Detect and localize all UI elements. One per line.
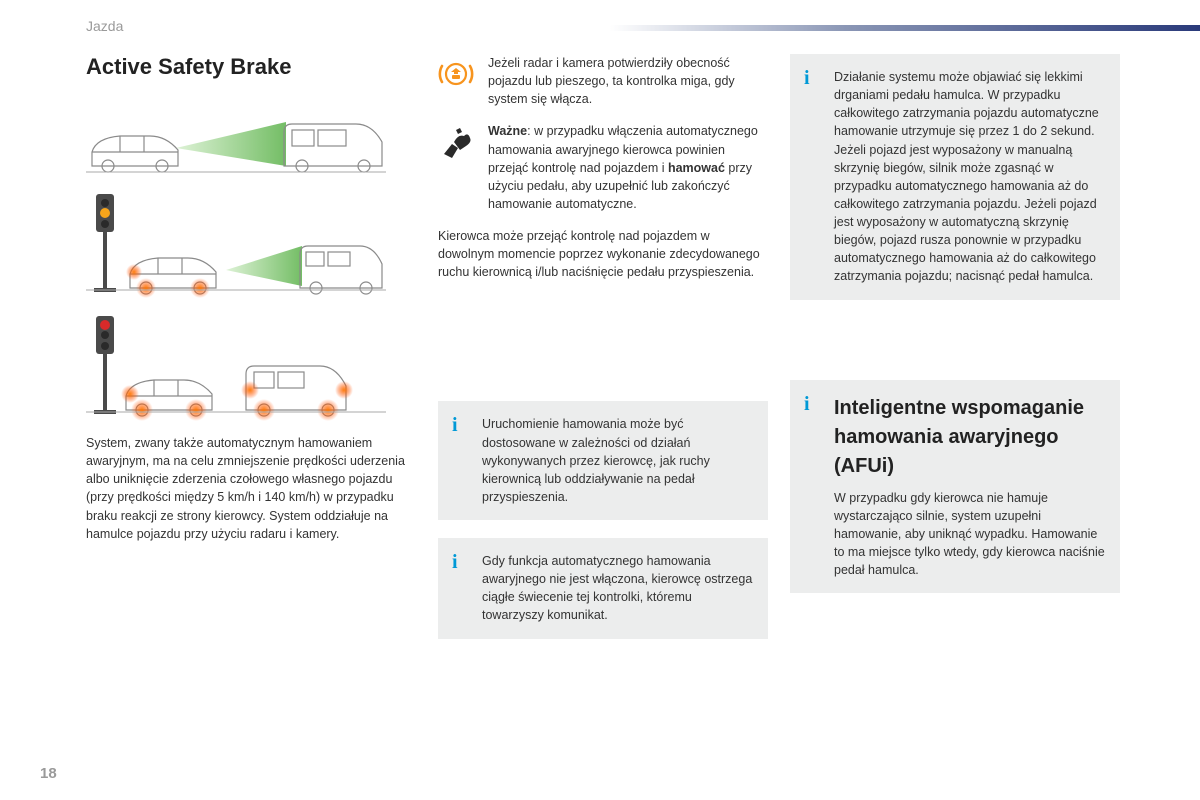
info-box-disabled: i Gdy funkcja automatycznego hamowania a…: [438, 538, 768, 639]
info-box-adjust: i Uruchomienie hamowania może być dostos…: [438, 401, 768, 520]
column-left: Active Safety Brake: [86, 54, 416, 657]
col2-body: Kierowca może przejąć kontrolę nad pojaz…: [438, 227, 768, 281]
icon-block-brake-warning: Jeżeli radar i kamera potwierdziły obecn…: [438, 54, 768, 108]
brake-warning-icon: [438, 54, 474, 108]
brake-bold: hamować: [668, 161, 725, 175]
header-gradient-bar: [610, 25, 1200, 31]
main-title: Active Safety Brake: [86, 54, 416, 80]
info-icon: i: [804, 394, 822, 580]
scene-red: [86, 312, 386, 422]
hand-pedal-text: Ważne: w przypadku włączenia automatyczn…: [488, 122, 768, 213]
afu-body: W przypadku gdy kierowca nie hamuje wyst…: [834, 489, 1106, 580]
info-disabled-text: Gdy funkcja automatycznego hamowania awa…: [482, 552, 754, 625]
hand-pedal-icon: [438, 122, 474, 213]
afu-content: Inteligentne wspomaganie hamowania awary…: [834, 394, 1106, 580]
info-box-operation: i Działanie systemu może objawiać się le…: [790, 54, 1120, 300]
scene-detect: [86, 108, 386, 178]
col1-body: System, zwany także automatycznym hamowa…: [86, 434, 416, 543]
scene-amber-svg: [86, 190, 386, 300]
brake-warning-text: Jeżeli radar i kamera potwierdziły obecn…: [488, 54, 768, 108]
scene-red-svg: [86, 312, 386, 422]
page-content: Active Safety Brake: [0, 34, 1200, 657]
info-adjust-text: Uruchomienie hamowania może być dostosow…: [482, 415, 754, 506]
column-middle: Jeżeli radar i kamera potwierdziły obecn…: [438, 54, 768, 657]
diagram-area: [86, 108, 386, 422]
section-label: Jazda: [86, 18, 123, 34]
afu-title: Inteligentne wspomaganie hamowania awary…: [834, 394, 1106, 481]
scene-amber: [86, 190, 386, 300]
icon-block-hand: Ważne: w przypadku włączenia automatyczn…: [438, 122, 768, 213]
info-box-afu: i Inteligentne wspomaganie hamowania awa…: [790, 380, 1120, 594]
column-right: i Działanie systemu może objawiać się le…: [790, 54, 1120, 657]
important-label: Ważne: [488, 124, 527, 138]
info-icon: i: [804, 68, 822, 286]
page-number: 18: [40, 765, 57, 782]
info-icon: i: [452, 552, 470, 625]
info-operation-text: Działanie systemu może objawiać się lekk…: [834, 68, 1106, 286]
scene-detect-svg: [86, 108, 386, 178]
info-icon: i: [452, 415, 470, 506]
